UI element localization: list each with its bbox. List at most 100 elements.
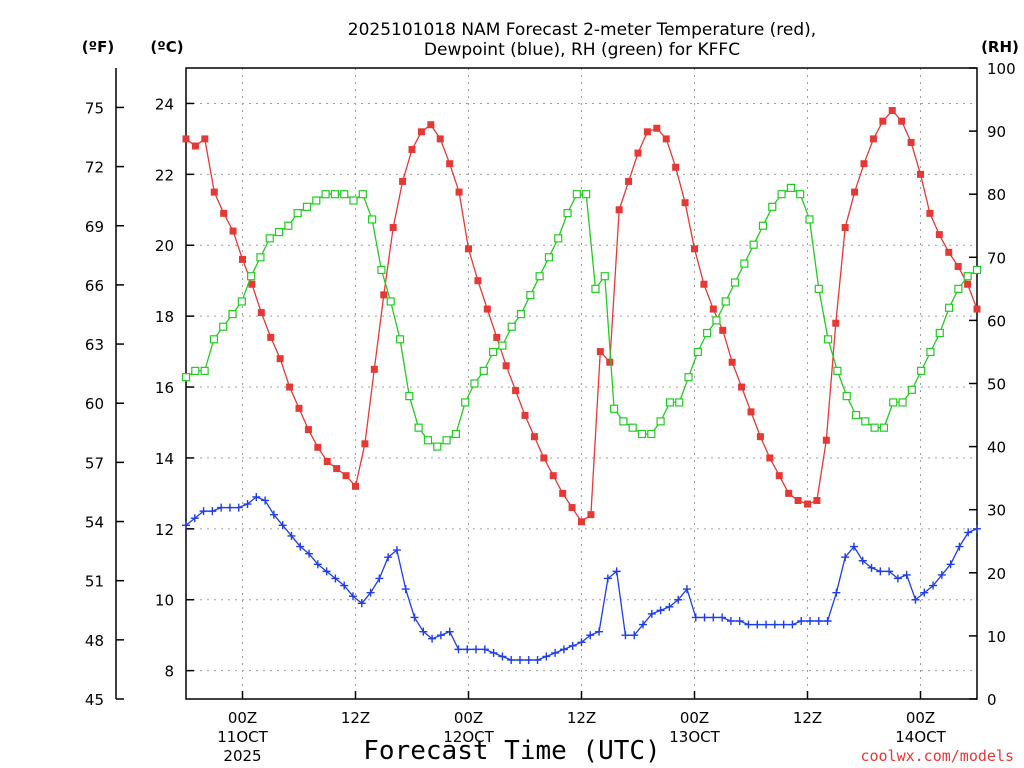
rh-tick-label: 90 [987,123,1006,141]
dewpoint-point [392,546,401,555]
dewpoint-point [929,581,938,590]
temperature-point [691,245,698,253]
temperature-point [201,135,209,143]
celsius-tick-label: 8 [164,663,174,681]
rh-tick-label: 60 [987,312,1006,330]
dewpoint-point [428,634,437,643]
x-tick-label-date: 14OCT [895,728,946,746]
rh-point [907,385,916,394]
rh-point [312,196,321,205]
rh-point [786,183,795,192]
rh-point [796,190,805,199]
x-tick-label-time: 12Z [793,709,822,727]
rh-point [405,392,414,401]
x-tick-label-time: 00Z [454,709,483,727]
gridlines [186,68,977,699]
temperature-point [210,188,218,196]
temperature-point [191,142,199,150]
dewpoint-point [788,620,797,629]
rh-point [870,423,879,432]
chart-title-line2: Dewpoint (blue), RH (green) for KFFC [424,40,740,60]
dewpoint-point [313,560,322,569]
rh-point [879,423,889,432]
temperature-point [681,199,689,207]
dewpoint-point [480,645,489,654]
rh-point [274,227,284,237]
rh-point [507,322,516,331]
rh-point [330,190,339,199]
chart-title: 2025101018 NAM Forecast 2-meter Temperat… [348,20,816,40]
temperature-point [370,365,378,373]
fahrenheit-tick-label: 69 [85,218,104,236]
fahrenheit-tick-label: 72 [85,159,104,177]
rh-point [944,303,954,312]
temperature-point [964,280,972,288]
rh-tick-label: 50 [987,376,1006,394]
rh-axis: 0 10 20 30 40 50 60 70 80 90 100 [969,60,1016,709]
fahrenheit-tick-label: 66 [85,277,104,295]
temperature-point [248,280,256,288]
rh-tick-label: 80 [987,186,1006,204]
temperature-point [578,518,585,526]
dewpoint-point [445,627,454,636]
fahrenheit-tick-label: 45 [85,691,104,709]
temperature-point [427,121,435,129]
x-tick-label-date: 11OCT [217,728,268,746]
rh-point [265,234,274,243]
x-tick-label-time: 12Z [567,709,596,727]
dewpoint-point [832,588,841,597]
temperature-point [596,348,604,356]
rh-point [619,417,628,426]
dewpoint-point [366,588,375,597]
dewpoint-point [199,507,208,516]
rh-point [851,410,861,420]
rh-point [479,366,488,375]
rh-tick-label: 40 [987,439,1006,457]
dewpoint-point [902,570,911,579]
celsius-tick-label: 20 [155,237,174,255]
dewpoint-point [973,524,981,533]
temperature-point [841,224,849,232]
temperature-point [408,146,416,154]
rh-point [302,202,312,211]
dewpoint-point [296,542,305,551]
rh-point [554,234,563,243]
dewpoint-point [762,620,771,629]
dewpoint-point [595,627,604,636]
temperature-point [399,177,407,185]
rh-point [349,196,358,205]
dewpoint-point [920,588,929,597]
rh-point [488,347,498,357]
dewpoint-point [630,631,639,640]
rh-point [582,190,591,199]
temperature-point [954,263,962,271]
rh-point [470,379,479,388]
dewpoint-point [691,613,700,622]
rh-point [721,297,730,306]
dewpoint-point [472,645,481,654]
dewpoint-point [849,542,858,551]
dewpoint-point [841,553,850,562]
x-tick-label-year: 2025 [223,747,261,765]
rh-point [628,423,637,432]
temperature-point [286,383,294,391]
dewpoint-point [287,531,296,540]
temperature-point [606,358,614,366]
fahrenheit-tick-label: 57 [85,454,104,472]
dewpoint-point [551,648,560,657]
dewpoint-point [384,553,393,562]
dewpoint-point [454,645,463,654]
rh-point [591,284,600,293]
dewpoint-point [507,656,516,665]
temperature-point [804,500,811,508]
rh-point [665,398,675,407]
rh-point [256,253,265,262]
series-rh [181,183,982,451]
dewpoint-point [867,563,876,572]
rh-point [386,297,395,306]
celsius-tick-label: 10 [155,592,174,610]
temperature-point [239,255,246,263]
temperature-point [615,206,623,214]
fahrenheit-axis-unit: (ºF) [82,38,114,56]
rh-point [833,366,842,375]
